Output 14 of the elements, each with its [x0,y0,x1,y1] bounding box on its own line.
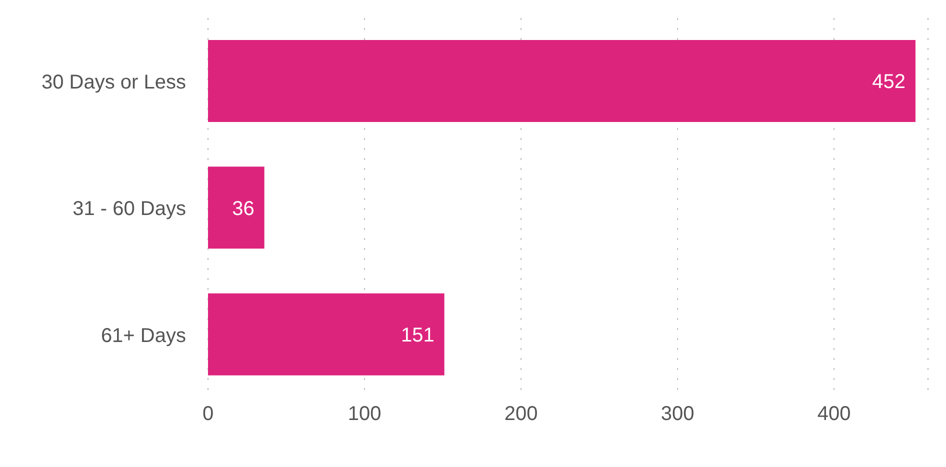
data-label: 151 [400,324,434,346]
data-label: 452 [872,71,906,94]
x-tick-label: 400 [817,403,851,426]
bar [208,166,264,249]
y-tick-label: 30 Days or Less [41,71,186,94]
x-tick-label: 200 [504,403,538,426]
x-tick-label: 0 [202,403,214,426]
x-tick-label: 100 [348,403,382,426]
data-label: 36 [232,198,254,220]
x-tick-label: 300 [660,403,694,426]
y-tick-label: 61+ Days [100,324,186,347]
bar [208,293,444,376]
bar [208,40,916,122]
y-tick-label: 31 - 60 Days [72,198,186,220]
